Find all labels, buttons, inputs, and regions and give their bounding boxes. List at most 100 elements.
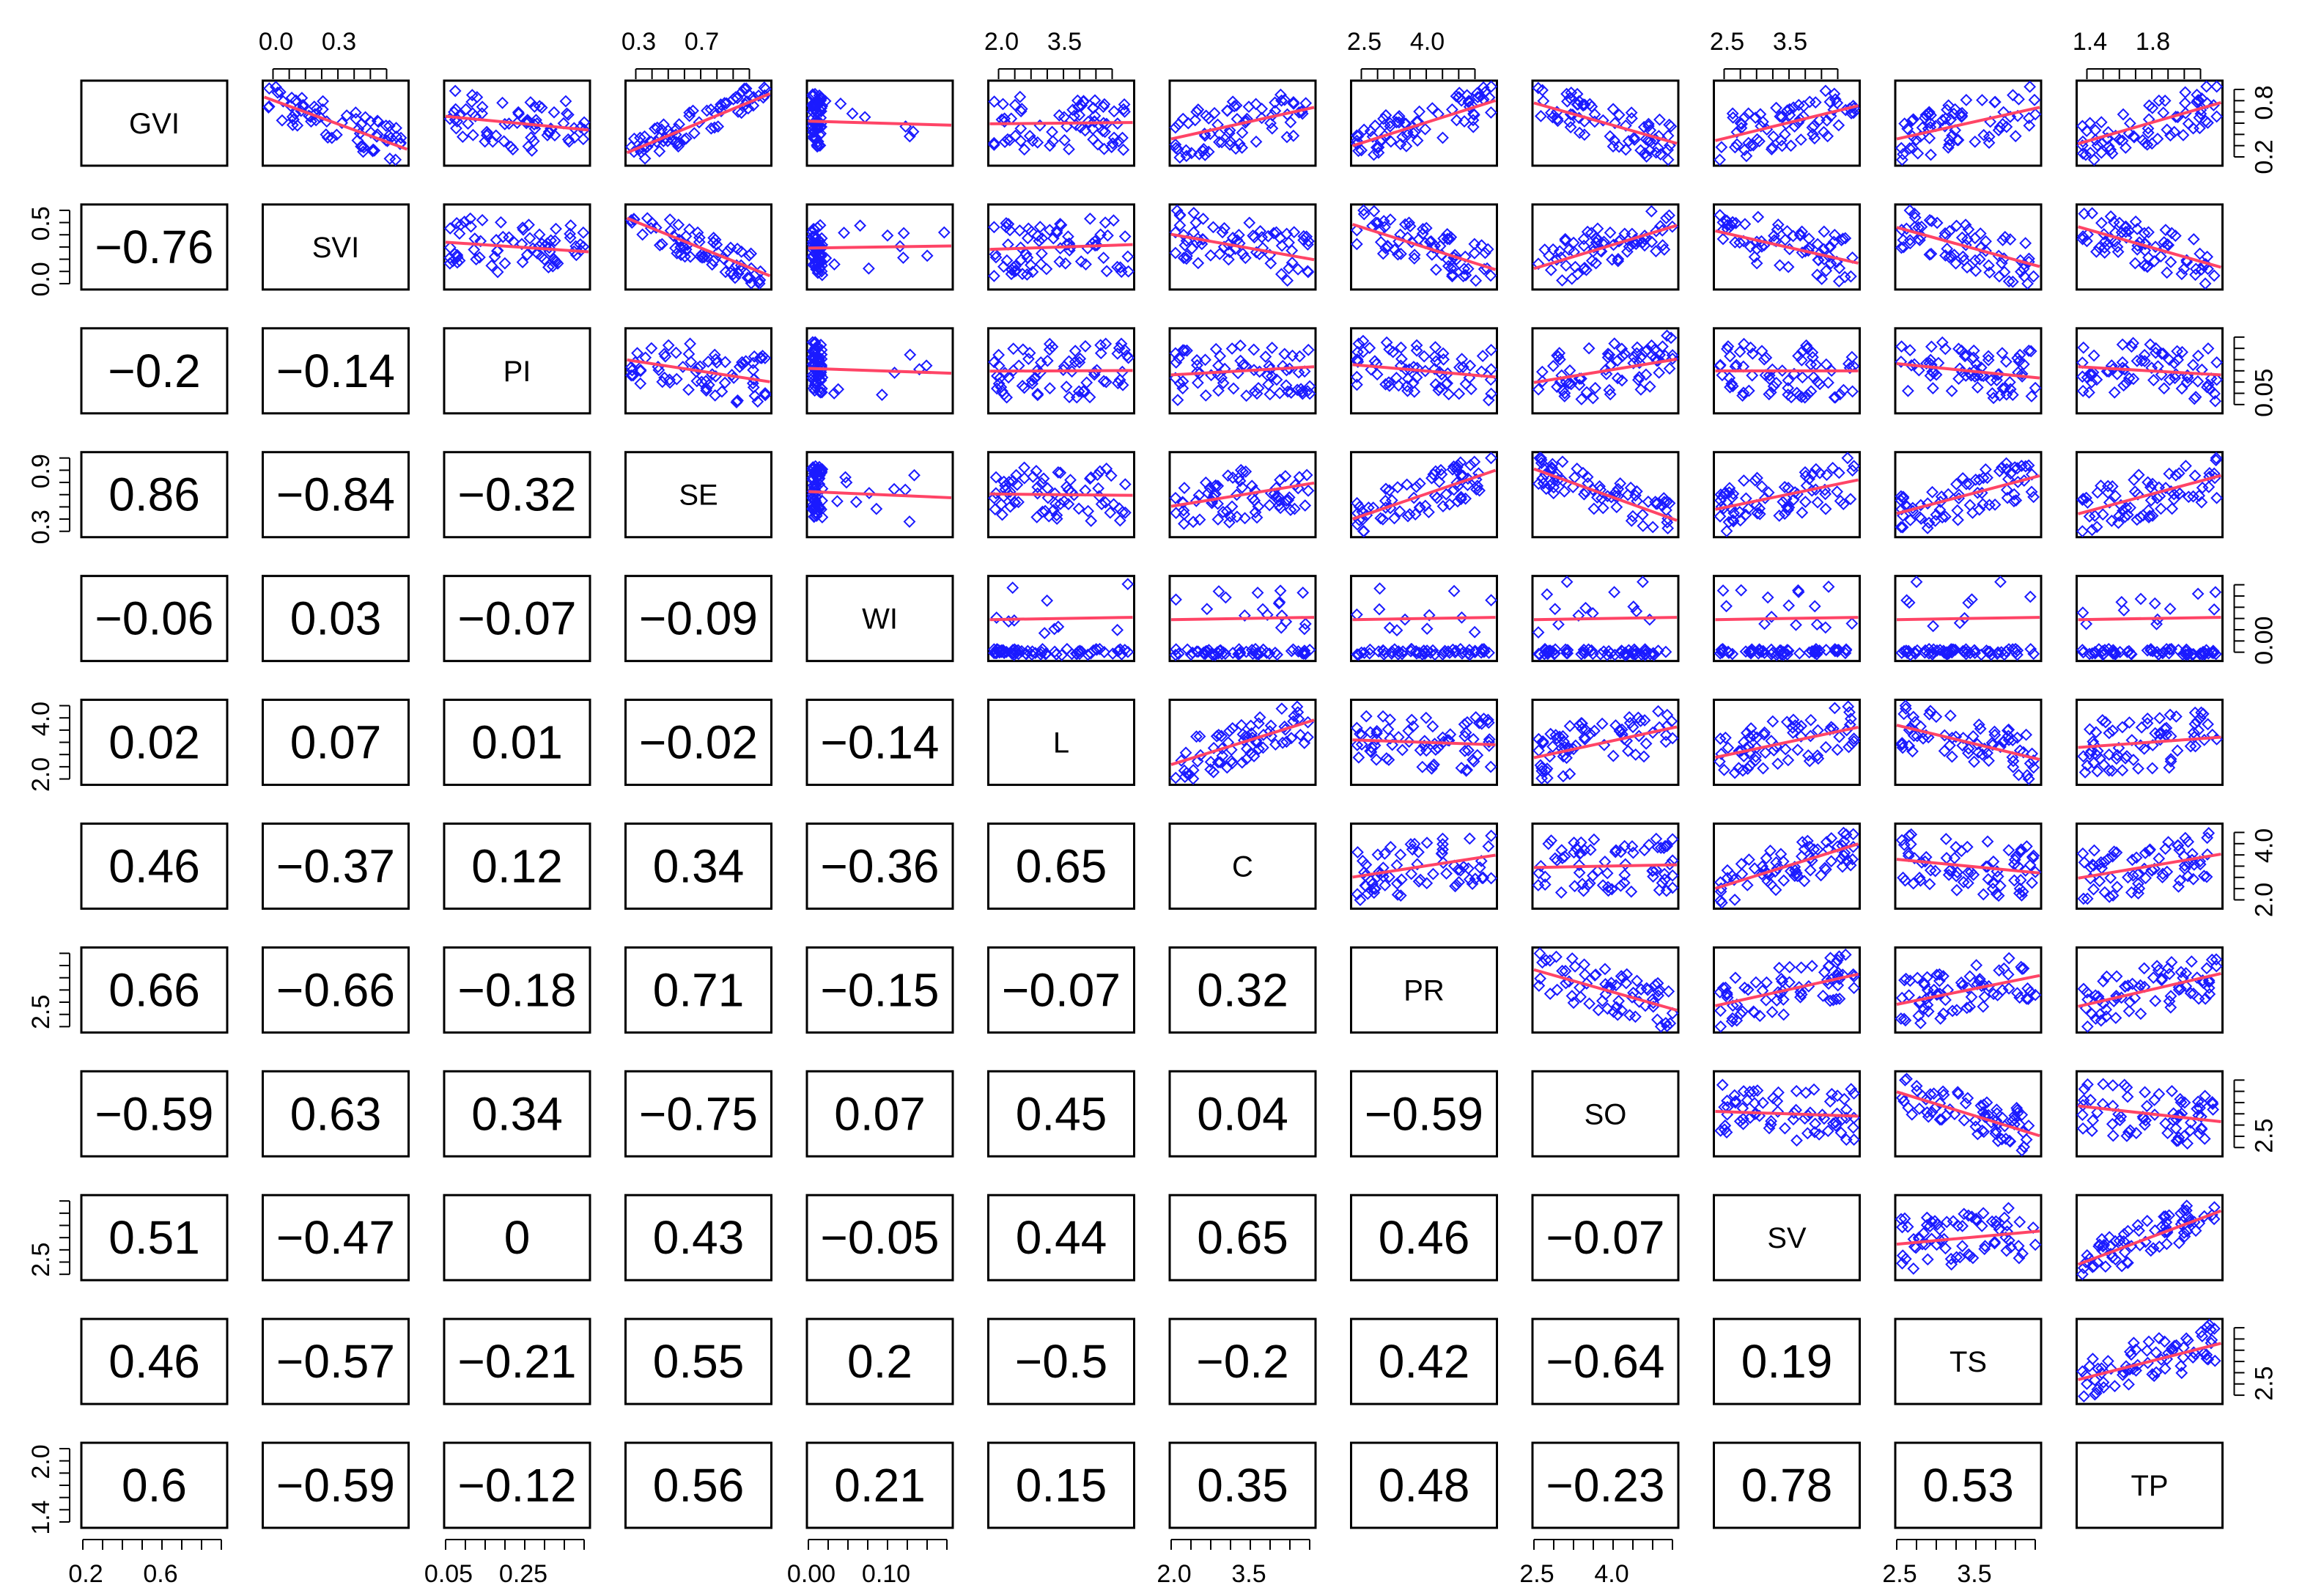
scatter-point <box>1604 647 1617 660</box>
scatter-point <box>486 135 499 148</box>
scatter-point <box>1637 575 1649 589</box>
scatter-points <box>1532 575 1672 661</box>
scatter-point <box>1363 342 1376 355</box>
scatter-point <box>1008 98 1022 111</box>
scatter-point <box>2196 481 2209 494</box>
scatter-point <box>2085 1007 2098 1021</box>
scatter-point <box>1170 593 1182 606</box>
scatter-point <box>1095 498 1108 511</box>
scatter-point <box>1169 491 1182 504</box>
scatter-point <box>1574 990 1587 1004</box>
scatter-point <box>881 229 894 242</box>
scatter-point <box>1993 964 2006 977</box>
scatter-point <box>2163 708 2177 721</box>
scatter-point <box>1787 713 1800 727</box>
scatter-point <box>2131 243 2144 256</box>
scatter-point <box>1405 713 1418 727</box>
scatter-point <box>2130 851 2143 864</box>
scatter-point <box>1099 125 1112 139</box>
scatter-point <box>2210 491 2224 504</box>
scatter-point <box>2139 1114 2153 1127</box>
scatter-point <box>2131 222 2144 235</box>
scatter-point <box>2009 130 2022 143</box>
scatter-point <box>1114 643 1126 656</box>
scatter-point <box>1834 388 1847 401</box>
scatter-point <box>1721 1095 1733 1107</box>
scatter-point <box>678 133 691 147</box>
scatter-point <box>1790 1134 1803 1147</box>
scatter-point <box>701 355 715 368</box>
scatter-point <box>1619 119 1632 132</box>
scatter-point <box>1963 1249 1977 1262</box>
scatter-point <box>2160 721 2173 735</box>
scatter-point <box>1823 959 1836 972</box>
scatter-point <box>1554 375 1567 389</box>
scatter-point <box>1939 1242 1952 1255</box>
scatter-point <box>1997 106 2010 119</box>
scatter-point <box>1746 369 1759 382</box>
panel-PR-PR: PR <box>1350 946 1498 1034</box>
scatter-point <box>806 368 819 381</box>
scatter-point <box>1573 858 1586 872</box>
scatter-point <box>1236 728 1250 741</box>
scatter-point <box>2013 348 2026 361</box>
scatter-point <box>1848 732 1861 745</box>
scatter-point <box>1601 867 1614 880</box>
scatter-point <box>1609 117 1621 130</box>
scatter-point <box>1623 716 1637 729</box>
scatter-point <box>2020 840 2033 853</box>
scatter-point <box>1250 736 1263 749</box>
scatter-point <box>1350 137 1363 150</box>
scatter-point <box>1014 134 1028 147</box>
scatter-point <box>1895 1092 1908 1104</box>
scatter-point <box>1173 352 1185 364</box>
scatter-point <box>1718 1123 1731 1136</box>
scatter-point <box>1923 132 1936 144</box>
scatter-point <box>1842 740 1855 754</box>
scatter-point <box>1405 867 1418 880</box>
scatter-point <box>1420 622 1434 636</box>
panel-frame <box>987 1070 1135 1158</box>
panel-WI-TS <box>1894 575 2043 663</box>
scatter-point <box>1601 648 1614 661</box>
scatter-point <box>1963 499 1977 512</box>
scatter-point <box>1925 1216 1938 1228</box>
scatter-point <box>1721 988 1733 1001</box>
scatter-point <box>1384 135 1398 148</box>
scatter-point <box>1609 845 1622 858</box>
scatter-point <box>317 95 330 108</box>
scatter-point <box>1733 745 1746 758</box>
correlation-value: 0.34 <box>653 839 745 892</box>
scatter-point <box>1198 149 1211 161</box>
fit-line <box>1533 863 1678 869</box>
scatter-point <box>1955 344 1968 357</box>
scatter-point <box>1409 125 1422 139</box>
scatter-point <box>1654 1020 1667 1033</box>
scatter-point <box>1631 341 1644 354</box>
scatter-point <box>2206 1096 2218 1108</box>
scatter-points <box>624 337 772 409</box>
scatter-point <box>1969 135 1982 148</box>
scatter-point <box>1787 727 1799 739</box>
scatter-point <box>2129 215 2142 228</box>
panel-GVI-TS <box>1894 79 2043 167</box>
scatter-point <box>1391 111 1404 124</box>
panel-frame <box>624 203 772 291</box>
scatter-point <box>907 125 920 138</box>
scatter-point <box>2117 1227 2131 1240</box>
correlation-value: 0.51 <box>108 1211 200 1264</box>
scatter-point <box>1097 375 1110 388</box>
scatter-point <box>863 487 876 499</box>
scatter-point <box>1047 504 1060 517</box>
scatter-point <box>1247 229 1260 242</box>
fit-line <box>626 92 771 155</box>
fit-line <box>989 121 1133 125</box>
fit-line <box>1533 467 1678 522</box>
scatter-point <box>809 506 822 518</box>
scatter-point <box>1357 204 1370 217</box>
panel-frame <box>805 822 954 910</box>
scatter-point <box>1790 386 1804 400</box>
scatter-point <box>2006 275 2019 288</box>
scatter-point <box>1928 1087 1941 1100</box>
scatter-point <box>2027 270 2040 283</box>
